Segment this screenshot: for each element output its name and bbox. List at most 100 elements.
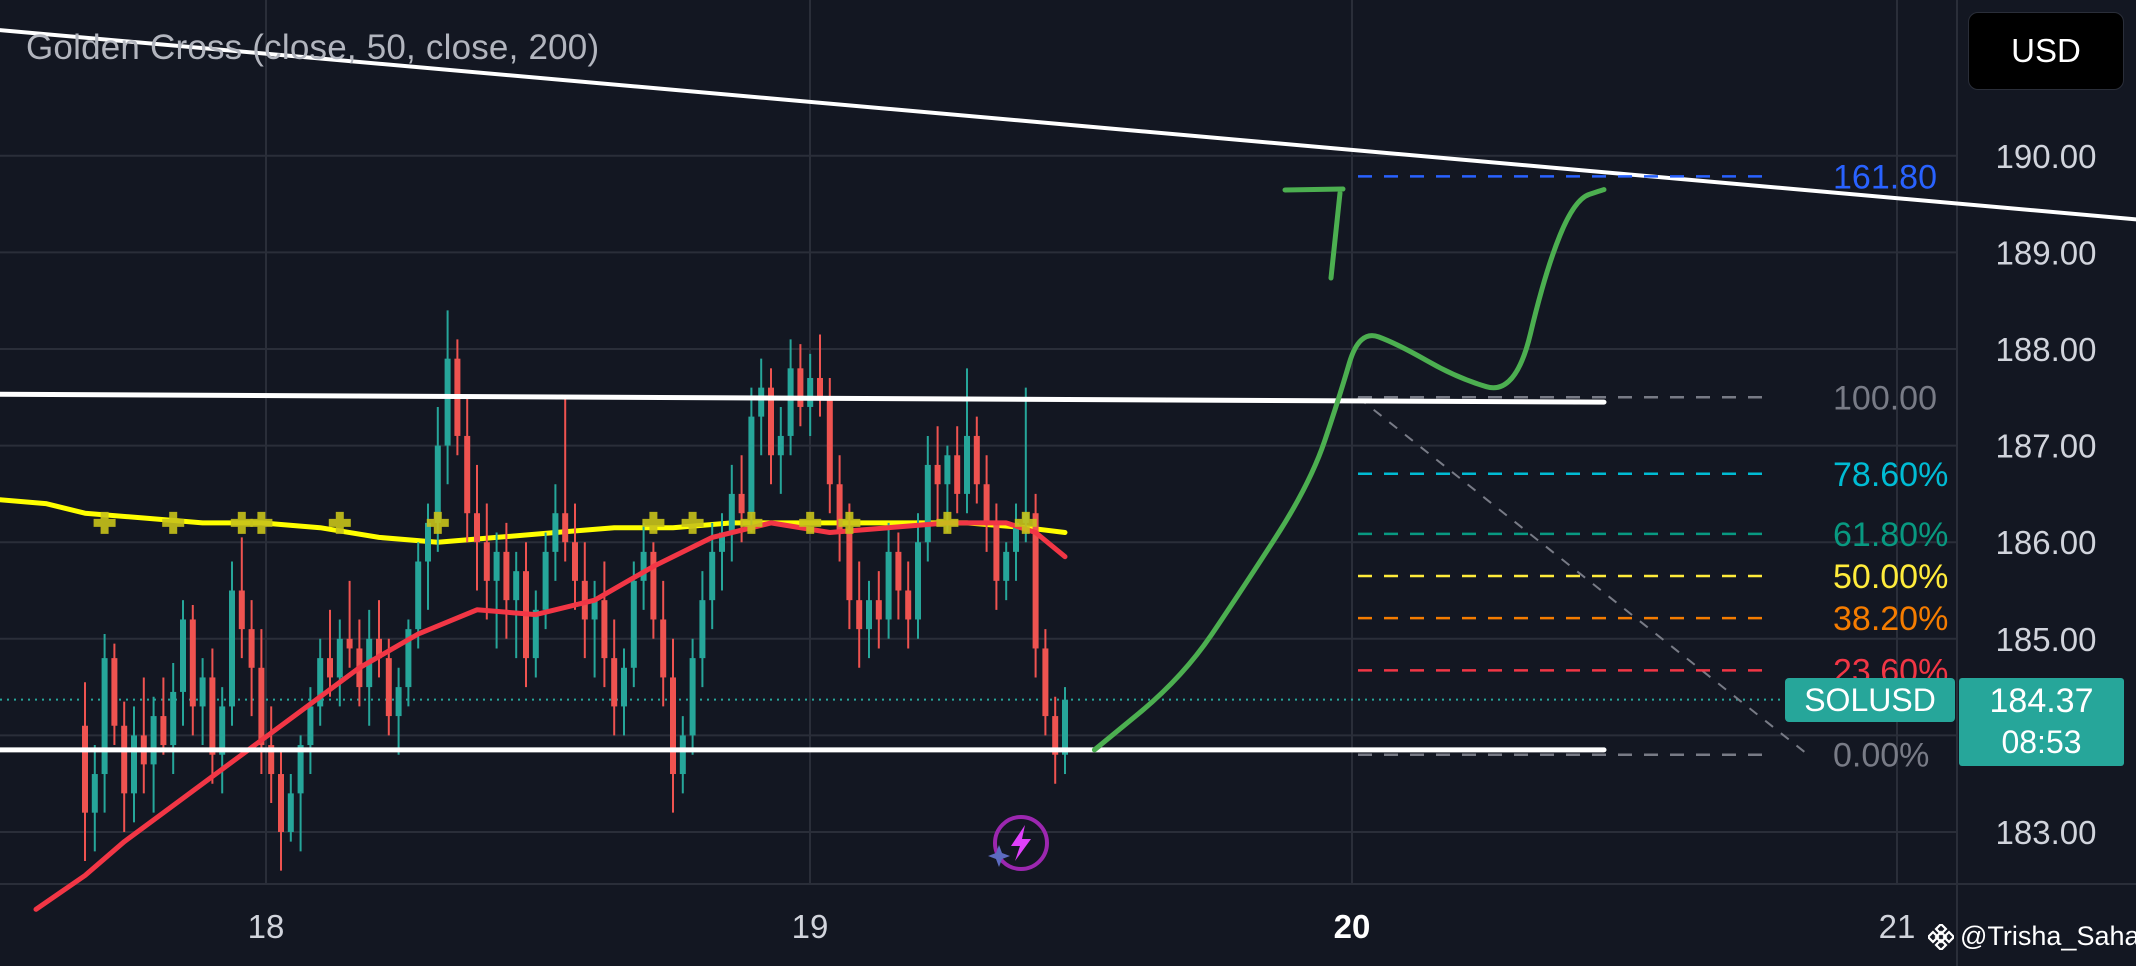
fib-level-label: 50.00%: [1833, 558, 1948, 596]
price-tick-label: 183.00: [1996, 814, 2097, 851]
binance-logo-icon: [1928, 923, 1954, 950]
fib-trend-line: [1357, 396, 1809, 756]
cross-marker: [642, 511, 665, 534]
cross-marker: [936, 511, 959, 534]
candle-body: [415, 561, 422, 630]
candle-body: [768, 387, 774, 456]
candle-body: [542, 551, 549, 610]
price-tick-label: 186.00: [1996, 524, 2097, 561]
currency-button[interactable]: USD: [1968, 12, 2124, 90]
watermark-text: @Trisha_Saha: [1960, 921, 2136, 951]
candle-body: [483, 542, 490, 581]
cross-marker: [681, 511, 704, 534]
candle-body: [611, 658, 618, 707]
candle-body: [307, 706, 314, 746]
candle-body: [679, 735, 686, 775]
candle-body: [376, 638, 382, 659]
time-axis[interactable]: [0, 884, 2136, 966]
candle-body: [434, 445, 441, 523]
candle-body: [875, 600, 882, 620]
candle-body: [640, 551, 647, 581]
candle-body: [268, 745, 275, 775]
cross-marker: [93, 511, 116, 534]
candle-body: [670, 677, 676, 775]
candle-body: [346, 638, 353, 649]
candle-body: [209, 677, 216, 755]
candle-body: [856, 600, 863, 630]
cross-marker: [162, 511, 185, 534]
candle-body: [327, 658, 333, 678]
indicator-title[interactable]: Golden Cross (close, 50, close, 200): [26, 28, 600, 67]
candle-body: [395, 687, 402, 717]
candle-body: [787, 368, 794, 436]
projection-path: [1091, 187, 1607, 753]
candle-body: [699, 600, 706, 659]
candle-body: [689, 658, 696, 736]
fib-level-label: 0.00%: [1833, 737, 1929, 775]
ma50-line: [33, 520, 1068, 912]
candle-body: [601, 600, 608, 659]
candle-body: [709, 551, 716, 601]
time-tick-label: 20: [1334, 908, 1371, 945]
candle-body: [189, 619, 196, 707]
candle-body: [797, 368, 804, 407]
cross-marker: [1014, 511, 1037, 534]
candle-body: [885, 551, 892, 620]
fib-level-label: 100.00: [1833, 379, 1937, 417]
candle-body: [1062, 699, 1068, 755]
trendline-range-top: [0, 391, 1607, 405]
projection-arrowhead: [1282, 186, 1346, 281]
cross-marker: [250, 511, 273, 534]
candle-body: [219, 706, 226, 755]
price-tick-label: 187.00: [1996, 428, 2097, 465]
last-price-badge: 184.37 08:53: [1959, 678, 2124, 766]
candle-body: [336, 638, 343, 678]
candle-body: [111, 658, 118, 726]
bar-countdown: 08:53: [2001, 724, 2082, 760]
candle-body: [993, 522, 1000, 581]
fib-level-label: 161.80: [1833, 158, 1937, 196]
candle-body: [532, 609, 539, 659]
candle-body: [630, 580, 637, 668]
price-tick-label: 188.00: [1996, 331, 2097, 368]
cross-marker: [799, 511, 822, 534]
candle-body: [866, 600, 872, 630]
candle-body: [719, 532, 725, 552]
candle-body: [248, 629, 255, 668]
price-tick-label: 185.00: [1996, 621, 2097, 658]
candle-body: [170, 691, 177, 746]
trendline-descending: [0, 28, 2136, 222]
cross-marker: [426, 511, 449, 534]
candle-body: [954, 455, 961, 494]
time-tick-label: 19: [792, 908, 829, 945]
candle-body: [983, 484, 990, 523]
cross-marker: [740, 511, 763, 534]
candle-body: [944, 455, 951, 485]
candle-body: [444, 358, 451, 446]
watermark: @Trisha_Saha: [1928, 921, 2136, 952]
candle-body: [131, 735, 137, 794]
candle-body: [572, 542, 578, 581]
candle-body: [905, 590, 912, 620]
candle-body: [728, 493, 735, 533]
candle-body: [82, 725, 88, 813]
candle-body: [973, 435, 980, 485]
cross-marker: [230, 511, 253, 534]
cross-marker: [838, 511, 861, 534]
candle-body: [258, 667, 265, 746]
lightning-alert-icon[interactable]: [987, 813, 1049, 875]
candle-body: [385, 658, 392, 717]
fib-level-label: 78.60%: [1833, 456, 1948, 494]
price-tick-label: 189.00: [1996, 234, 2097, 271]
candle-body: [934, 464, 941, 485]
candle-body: [317, 658, 324, 707]
fib-level-label: 61.80%: [1833, 516, 1948, 554]
candle-body: [552, 513, 559, 552]
last-price-value: 184.37: [1989, 682, 2094, 720]
candle-body: [1003, 551, 1010, 581]
candle-body: [238, 590, 245, 630]
candle-body: [160, 716, 167, 746]
fib-level-label: 38.20%: [1833, 600, 1948, 638]
